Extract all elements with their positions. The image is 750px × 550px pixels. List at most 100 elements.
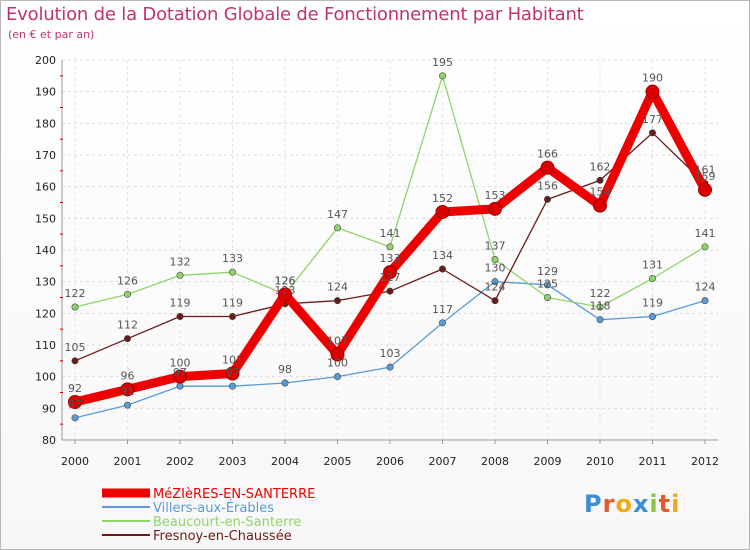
y-tick-label: 110 — [35, 339, 56, 352]
y-tick-label: 90 — [42, 402, 56, 415]
data-label: 127 — [380, 271, 401, 284]
data-point — [333, 373, 341, 381]
data-point — [71, 414, 79, 422]
data-label: 132 — [170, 255, 191, 268]
x-tick-label: 2007 — [429, 455, 457, 468]
data-point — [383, 265, 397, 280]
data-label: 124 — [327, 281, 348, 294]
x-tick-label: 2010 — [586, 455, 614, 468]
data-label: 159 — [695, 170, 716, 183]
series-lines — [68, 72, 712, 422]
legend: MéZIèRES-EN-SANTERREVillers-aux-ÉrablesB… — [102, 487, 315, 544]
chart-title: Evolution de la Dotation Globale de Fonc… — [6, 4, 584, 25]
data-label: 87 — [68, 398, 82, 411]
data-label: 103 — [380, 347, 401, 360]
y-tick-label: 140 — [35, 244, 56, 257]
data-point — [333, 297, 341, 305]
data-point — [438, 72, 446, 80]
data-label: 177 — [642, 113, 663, 126]
data-point — [176, 271, 184, 279]
y-tick-label: 190 — [35, 86, 56, 99]
legend-label: Fresnoy-en-Chaussée — [153, 529, 292, 544]
data-label: 126 — [275, 274, 296, 287]
x-tick-label: 2001 — [114, 455, 142, 468]
data-label: 124 — [485, 281, 506, 294]
x-tick-label: 2006 — [376, 455, 404, 468]
logo-letter: t — [658, 490, 672, 518]
data-point — [491, 278, 499, 286]
data-label: 154 — [590, 186, 611, 199]
y-tick-label: 200 — [35, 54, 56, 67]
data-point — [488, 201, 502, 216]
data-point — [648, 312, 656, 320]
y-tick-label: 160 — [35, 181, 56, 194]
y-tick-label: 120 — [35, 307, 56, 320]
data-label: 122 — [590, 287, 611, 300]
x-tick-label: 2004 — [271, 455, 299, 468]
x-tick-label: 2008 — [481, 455, 509, 468]
data-label: 156 — [537, 179, 558, 192]
proxiti-logo: Proxiti — [584, 490, 680, 518]
data-point — [229, 312, 237, 320]
x-tick-label: 2009 — [534, 455, 562, 468]
data-label: 100 — [327, 357, 348, 370]
data-point — [225, 366, 240, 381]
legend-label: Beaucourt-en-Santerre — [153, 515, 301, 530]
data-point — [543, 195, 551, 203]
data-label: 117 — [432, 303, 453, 316]
data-label: 137 — [485, 240, 506, 253]
data-label: 118 — [590, 300, 611, 313]
data-label: 92 — [68, 382, 82, 395]
data-point — [71, 303, 79, 311]
data-point — [543, 281, 551, 289]
logo-letter: r — [602, 490, 616, 518]
data-point — [596, 316, 604, 324]
data-point — [698, 182, 712, 197]
data-label: 130 — [485, 262, 506, 275]
data-label: 105 — [65, 341, 86, 354]
data-point — [701, 297, 709, 305]
data-point — [596, 303, 604, 311]
data-point — [645, 84, 660, 99]
x-tick-label: 2002 — [166, 455, 194, 468]
logo-letter: i — [649, 490, 659, 518]
data-point — [438, 265, 446, 273]
data-label: 126 — [117, 274, 138, 287]
y-tick-label: 100 — [35, 371, 56, 384]
data-point — [68, 395, 82, 409]
logo-letter: P — [584, 490, 603, 518]
logo-letter: o — [615, 490, 633, 518]
data-point — [173, 369, 187, 384]
x-tick-label: 2005 — [324, 455, 352, 468]
data-labels: 87 91 97 97 98 100 103 117 130 129 118 119 124 122 126… — [65, 56, 716, 411]
data-point — [124, 290, 132, 298]
data-label: 141 — [695, 227, 716, 240]
data-label: 97 — [226, 366, 240, 379]
data-point — [596, 176, 604, 184]
data-point — [386, 243, 394, 251]
data-label: 122 — [65, 287, 86, 300]
x-tick-label: 2003 — [219, 455, 247, 468]
data-label: 190 — [642, 72, 663, 85]
y-tick-label: 150 — [35, 212, 56, 225]
data-label: 112 — [117, 319, 138, 332]
y-tick-label: 130 — [35, 276, 56, 289]
legend-label: MéZIèRES-EN-SANTERRE — [153, 487, 315, 502]
data-label: 153 — [485, 189, 506, 202]
data-point — [701, 243, 709, 251]
x-tick-label: 2000 — [61, 455, 89, 468]
data-point — [648, 274, 656, 282]
data-point — [71, 357, 79, 365]
data-label: 96 — [121, 369, 135, 382]
data-label: 101 — [222, 354, 243, 367]
data-label: 107 — [327, 335, 348, 348]
logo-letter: x — [632, 490, 650, 518]
y-tick-label: 180 — [35, 117, 56, 130]
data-point — [229, 268, 237, 276]
data-label: 124 — [695, 281, 716, 294]
data-point — [648, 129, 656, 137]
x-tick-label: 2011 — [639, 455, 667, 468]
legend-label: Villers-aux-Érables — [153, 500, 274, 516]
data-point — [120, 382, 135, 397]
